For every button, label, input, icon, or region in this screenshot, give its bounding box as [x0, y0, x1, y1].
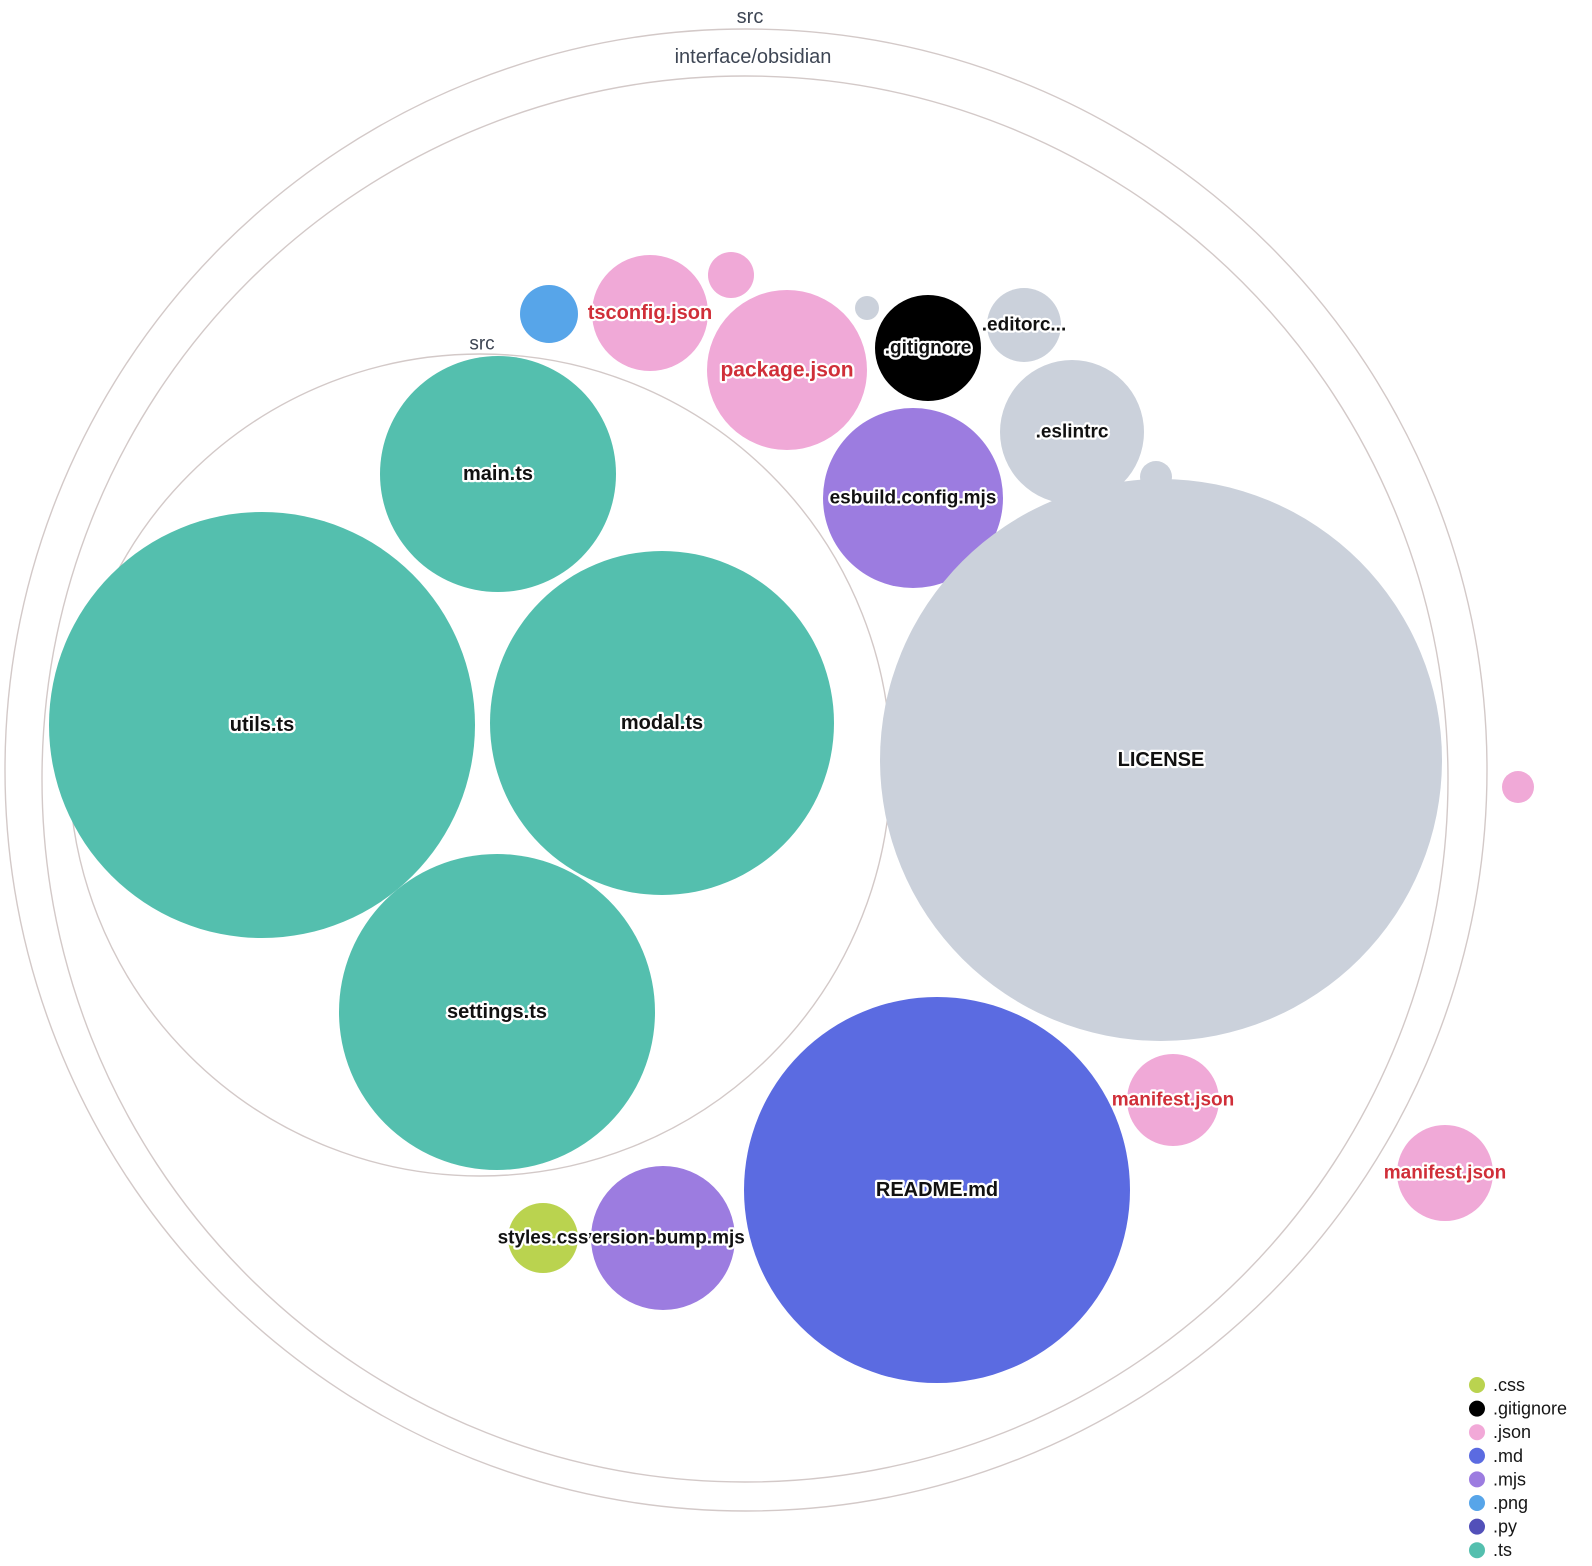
- file-circle-manifest-json[interactable]: [1397, 1125, 1493, 1221]
- file-circle-package-json[interactable]: [707, 290, 867, 450]
- file-circle-manifest-json[interactable]: [1127, 1054, 1219, 1146]
- file-circle-styles-css[interactable]: [508, 1203, 578, 1273]
- file-label-readme-md: README.md: [876, 1179, 998, 1201]
- file-circle-unlabeled[interactable]: [1502, 771, 1534, 803]
- file-circle-unlabeled[interactable]: [708, 252, 754, 298]
- file-circle-tsconfig-json[interactable]: [592, 255, 708, 371]
- file-circle-readme-md[interactable]: [744, 997, 1130, 1383]
- legend-dot-mjs: [1469, 1471, 1485, 1488]
- file-circle-unlabeled[interactable]: [520, 285, 578, 343]
- file-label-modal-ts: modal.ts: [621, 712, 703, 734]
- file-label-utils-ts: utils.ts: [230, 714, 294, 736]
- legend-dot-md: [1469, 1447, 1485, 1464]
- legend-dot-py: [1469, 1518, 1485, 1535]
- folder-label-interface-obsidian: interface/obsidian: [675, 46, 832, 68]
- legend-label-mjs: .mjs: [1493, 1469, 1526, 1489]
- legend-dot-json: [1469, 1424, 1485, 1441]
- file-label-tsconfig-json: tsconfig.json: [588, 302, 712, 324]
- folder-circle-interface-obsidian[interactable]: [41, 75, 1449, 1483]
- file-circle-modal-ts[interactable]: [490, 551, 834, 895]
- folder-label-src: src: [469, 334, 494, 355]
- file-circle-license[interactable]: [880, 479, 1442, 1041]
- folder-circle-src[interactable]: [4, 28, 1488, 1512]
- file-circle-utils-ts[interactable]: [49, 512, 475, 938]
- file-label-styles-css: styles.css: [498, 1228, 589, 1249]
- file-label-version-bump-mjs: version-bump.mjs: [581, 1228, 745, 1249]
- legend-label-gitignore: .gitignore: [1493, 1399, 1567, 1419]
- file-circle-settings-ts[interactable]: [339, 854, 655, 1170]
- file-label-gitignore: .gitignore: [885, 338, 972, 359]
- legend-label-json: .json: [1493, 1422, 1531, 1442]
- file-circle-main-ts[interactable]: [380, 356, 616, 592]
- file-label-package-json: package.json: [720, 359, 853, 382]
- folder-label-src: src: [737, 6, 764, 28]
- legend-label-md: .md: [1493, 1446, 1523, 1466]
- file-label-main-ts: main.ts: [463, 463, 533, 485]
- file-label-settings-ts: settings.ts: [447, 1001, 547, 1023]
- file-label-eslintrc: .eslintrc: [1036, 422, 1109, 443]
- legend-label-png: .png: [1493, 1493, 1528, 1513]
- legend-label-css: .css: [1493, 1375, 1525, 1395]
- file-label-manifest-json: manifest.json: [1112, 1090, 1234, 1111]
- legend-dot-png: [1469, 1495, 1485, 1511]
- legend-label-ts: .ts: [1493, 1540, 1512, 1560]
- file-circle-gitignore[interactable]: [875, 295, 981, 401]
- legend-dot-gitignore: [1469, 1400, 1485, 1417]
- file-label-manifest-json: manifest.json: [1384, 1163, 1506, 1184]
- file-label-license: LICENSE: [1118, 749, 1205, 771]
- file-circle-editorc[interactable]: [987, 288, 1061, 362]
- file-circle-version-bump-mjs[interactable]: [591, 1166, 735, 1310]
- legend-label-py: .py: [1493, 1517, 1517, 1537]
- legend-dot-css: [1469, 1377, 1485, 1393]
- file-label-esbuild-config-mjs: esbuild.config.mjs: [830, 488, 997, 509]
- file-label-editorc: .editorc...: [982, 315, 1066, 336]
- file-circle-eslintrc[interactable]: [1000, 360, 1144, 504]
- file-circle-unlabeled[interactable]: [855, 296, 879, 320]
- file-circle-esbuild-config-mjs[interactable]: [823, 408, 1003, 588]
- legend-dot-ts: [1469, 1542, 1485, 1559]
